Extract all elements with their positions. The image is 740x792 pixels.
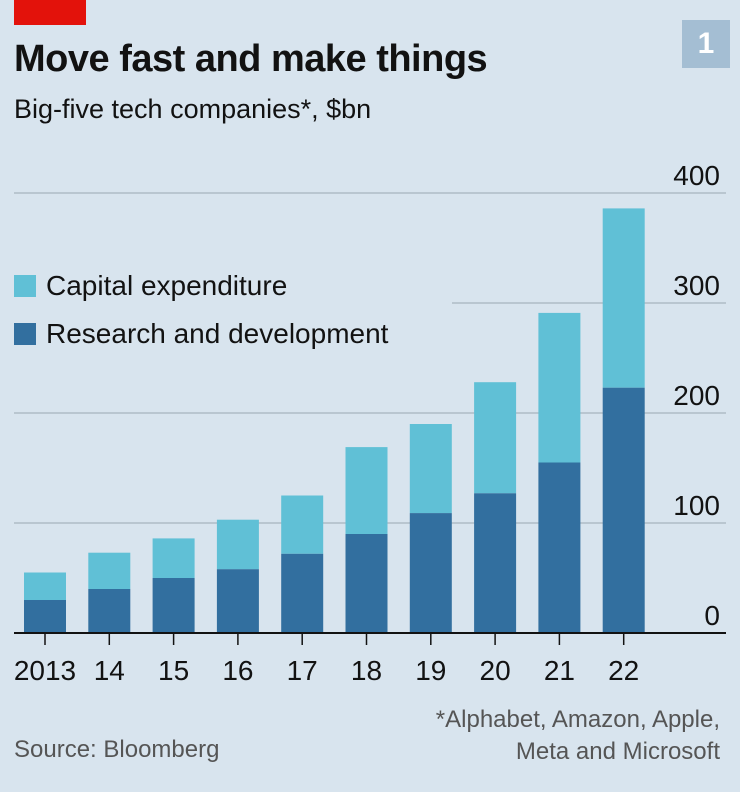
bar-capex: [281, 495, 324, 554]
bar-rd: [474, 493, 517, 633]
bar-rd: [281, 553, 324, 633]
bar-capex: [538, 312, 581, 463]
bar-rd: [409, 513, 452, 633]
legend-label-rd: Research and development: [46, 318, 389, 349]
brand-accent-bar: [14, 0, 86, 25]
bar-capex: [24, 572, 66, 600]
bar-capex: [216, 519, 259, 570]
bar-capex: [88, 552, 131, 589]
footnote-line-2: Meta and Microsoft: [515, 738, 720, 765]
bar-capex: [602, 208, 645, 388]
bar-rd: [345, 534, 388, 633]
y-tick-label: 300: [673, 270, 720, 301]
y-tick-label: 400: [673, 160, 720, 191]
legend: Capital expenditure Research and develop…: [14, 262, 388, 358]
x-tick-label: 22: [608, 655, 639, 686]
x-tick-label: 20: [480, 655, 511, 686]
legend-item-capex: Capital expenditure: [14, 262, 388, 310]
bar-capex: [152, 538, 195, 578]
x-tick-label: 16: [222, 655, 253, 686]
bar-rd: [24, 600, 66, 633]
legend-item-rd: Research and development: [14, 310, 388, 358]
bar-rd: [216, 569, 259, 633]
x-tick-label: 17: [287, 655, 318, 686]
bar-rd: [152, 578, 195, 633]
bar-capex: [345, 447, 388, 534]
x-tick-label: 14: [94, 655, 125, 686]
x-tick-label: 15: [158, 655, 189, 686]
legend-swatch-capex: [14, 275, 36, 297]
x-tick-label: 19: [415, 655, 446, 686]
y-tick-label: 0: [704, 600, 720, 631]
bar-capex: [409, 424, 452, 514]
legend-swatch-rd: [14, 323, 36, 345]
chart-number-badge: 1: [682, 20, 730, 68]
x-axis-ticks: 2013 14 15 16 17 18 19 20 21 22: [14, 633, 639, 686]
x-tick-label: 21: [544, 655, 575, 686]
y-tick-label: 200: [673, 380, 720, 411]
bar-rd: [88, 589, 131, 633]
bar-rd: [538, 462, 581, 633]
chart-title: Move fast and make things: [14, 38, 488, 80]
x-tick-label: 2013: [14, 655, 76, 686]
footnote: *Alphabet, Amazon, Apple, Meta and Micro…: [436, 704, 720, 768]
bars: [24, 208, 645, 633]
bar-rd: [602, 387, 645, 633]
y-axis-ticks: 0 100 200 300 400: [673, 160, 720, 631]
source-note: Source: Bloomberg: [14, 736, 220, 763]
bar-capex: [474, 382, 517, 494]
legend-label-capex: Capital expenditure: [46, 270, 288, 301]
footnote-line-1: *Alphabet, Amazon, Apple,: [435, 706, 720, 733]
y-tick-label: 100: [673, 490, 720, 521]
chart-subtitle: Big-five tech companies*, $bn: [14, 94, 372, 124]
x-tick-label: 18: [351, 655, 382, 686]
